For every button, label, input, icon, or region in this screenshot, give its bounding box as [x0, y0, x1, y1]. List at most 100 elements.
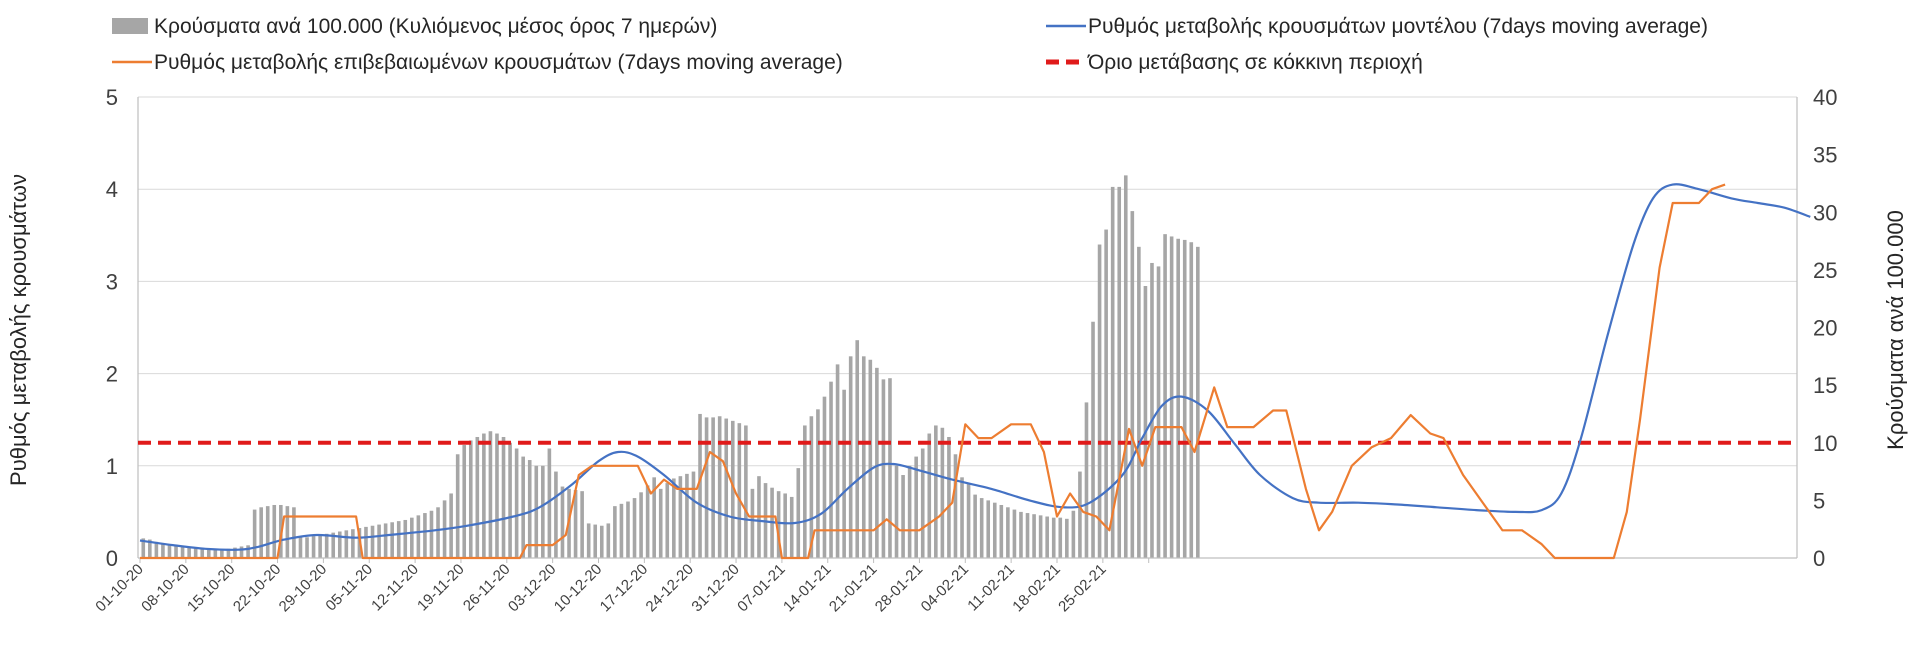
bar	[717, 416, 722, 558]
bar	[501, 436, 506, 558]
y-left-tick-label: 4	[106, 177, 118, 202]
bar	[613, 506, 617, 558]
bar	[1025, 513, 1030, 558]
bar	[305, 537, 309, 558]
bar	[1163, 234, 1167, 558]
bar	[410, 517, 414, 558]
bar	[1150, 262, 1154, 558]
legend-swatch-bars	[112, 18, 148, 34]
bar	[947, 436, 951, 558]
bar	[875, 367, 879, 558]
bar	[685, 473, 689, 558]
bar	[233, 547, 237, 558]
bar	[573, 490, 578, 558]
legend-label-model-line: Ρυθμός μεταβολής κρουσμάτων μοντέλου (7d…	[1088, 15, 1708, 38]
bar	[986, 500, 991, 558]
bars-series	[141, 175, 1200, 558]
bar	[272, 504, 277, 558]
bar	[344, 530, 349, 558]
bar	[265, 506, 270, 558]
bar	[1104, 229, 1108, 558]
bar	[835, 364, 840, 558]
bar	[351, 529, 355, 558]
bar	[999, 504, 1004, 558]
bar	[337, 531, 342, 558]
y-left-tick-label: 5	[106, 85, 118, 110]
y-right-tick-label: 5	[1813, 488, 1825, 513]
y-right-tick-label: 30	[1813, 200, 1837, 225]
bar	[383, 523, 388, 558]
bar	[645, 485, 650, 558]
bar	[776, 491, 781, 558]
bar	[1012, 509, 1017, 558]
bar	[1032, 514, 1036, 558]
y-left-tick-label: 2	[106, 362, 118, 387]
bar	[311, 536, 316, 558]
bar	[632, 498, 637, 558]
legend-label-threshold: Όριο μετάβασης σε κόκκινη περιοχή	[1087, 51, 1423, 74]
bar	[200, 548, 205, 558]
y-axis-right-title: Κρούσματα ανά 100.000	[1883, 210, 1908, 450]
bar	[593, 524, 598, 558]
bar	[554, 471, 558, 558]
bar	[816, 409, 820, 558]
bar	[796, 468, 801, 558]
legend-label-bars: Κρούσματα ανά 100.000 (Κυλιόμενος μέσος …	[154, 15, 717, 38]
bar	[220, 549, 224, 558]
bar	[599, 525, 604, 558]
bar	[927, 433, 932, 558]
bar	[416, 515, 421, 558]
bar	[239, 546, 244, 558]
y-right-tick-label: 10	[1813, 431, 1837, 456]
bar	[534, 465, 539, 558]
bar	[560, 486, 565, 558]
bar	[521, 456, 525, 558]
bar	[213, 549, 218, 558]
bar	[606, 523, 611, 558]
line-series	[138, 183, 1811, 560]
confirmed-rate-line	[140, 183, 1726, 560]
bar	[789, 496, 794, 558]
bar	[1078, 471, 1082, 558]
bar	[580, 491, 584, 558]
bar	[1051, 517, 1056, 558]
bar	[1117, 186, 1122, 558]
bar	[888, 378, 892, 558]
bar	[508, 442, 512, 558]
bar	[396, 521, 401, 558]
bar	[1071, 510, 1076, 558]
bar	[639, 492, 643, 558]
bar	[206, 548, 211, 558]
bar	[711, 417, 715, 558]
bar	[226, 548, 231, 558]
bar	[822, 396, 827, 558]
y-left-tick-label: 3	[106, 269, 118, 294]
legend: Κρούσματα ανά 100.000 (Κυλιόμενος μέσος …	[112, 15, 1708, 74]
bar	[1176, 238, 1180, 558]
bar	[953, 454, 958, 558]
bar	[193, 547, 198, 558]
y-right-tick-label: 40	[1813, 85, 1837, 110]
bar	[940, 427, 945, 558]
bar	[829, 381, 833, 558]
bar	[364, 526, 368, 558]
bar	[803, 425, 807, 558]
bar	[992, 502, 997, 558]
bar	[672, 478, 676, 558]
bar	[488, 431, 493, 558]
bar	[1065, 518, 1069, 558]
bar	[475, 436, 480, 558]
bar	[187, 547, 191, 558]
bar	[541, 465, 545, 558]
bar	[1182, 239, 1187, 558]
bar	[730, 420, 735, 558]
bar	[1137, 246, 1141, 558]
bar	[246, 545, 250, 558]
bar	[1038, 515, 1043, 558]
bar	[691, 471, 696, 558]
model-rate-line	[139, 183, 1811, 551]
bar	[370, 525, 375, 558]
bar	[1110, 186, 1115, 558]
bar	[455, 454, 460, 558]
bar	[619, 503, 624, 558]
